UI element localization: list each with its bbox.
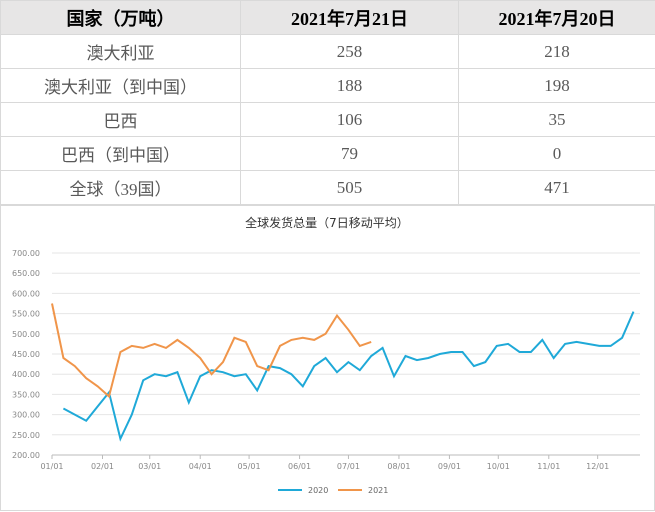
header-cell: 2021年7月21日 xyxy=(240,0,459,35)
x-tick-label: 05/01 xyxy=(238,462,261,471)
y-tick-label: 700.00 xyxy=(12,249,40,258)
y-tick-label: 400.00 xyxy=(12,370,40,379)
table-cell: 218 xyxy=(458,34,655,69)
table-row: 巴西 106 35 xyxy=(0,102,655,137)
table-cell: 全球（39国） xyxy=(0,170,241,205)
y-tick-label: 200.00 xyxy=(12,451,40,460)
x-tick-label: 09/01 xyxy=(438,462,461,471)
x-tick-label: 02/01 xyxy=(91,462,114,471)
table-row: 巴西（到中国） 79 0 xyxy=(0,136,655,171)
table-row: 全球（39国） 505 471 xyxy=(0,170,655,205)
table-cell: 巴西 xyxy=(0,102,241,137)
chart-frame xyxy=(0,205,655,511)
x-tick-label: 03/01 xyxy=(138,462,161,471)
table-cell: 198 xyxy=(458,68,655,103)
x-tick-label: 07/01 xyxy=(337,462,360,471)
y-tick-label: 600.00 xyxy=(12,289,40,298)
table-cell: 106 xyxy=(240,102,459,137)
line-series xyxy=(51,303,372,399)
table-row: 澳大利亚（到中国） 188 198 xyxy=(0,68,655,103)
x-tick-label: 11/01 xyxy=(537,462,560,471)
chart-title: 全球发货总量（7日移动平均） xyxy=(245,215,409,230)
x-tick-label: 10/01 xyxy=(487,462,510,471)
y-tick-label: 650.00 xyxy=(12,269,40,278)
x-tick-label: 08/01 xyxy=(387,462,410,471)
y-tick-label: 300.00 xyxy=(12,411,40,420)
y-tick-label: 500.00 xyxy=(12,330,40,339)
y-tick-label: 550.00 xyxy=(12,310,40,319)
table-cell: 澳大利亚（到中国） xyxy=(0,68,241,103)
table-cell: 0 xyxy=(458,136,655,171)
header-row: 国家（万吨） 2021年7月21日 2021年7月20日 xyxy=(0,0,655,35)
header-cell: 国家（万吨） xyxy=(0,0,241,35)
y-tick-label: 450.00 xyxy=(12,350,40,359)
table-cell: 505 xyxy=(240,170,459,205)
x-tick-label: 04/01 xyxy=(189,462,212,471)
table-cell: 188 xyxy=(240,68,459,103)
table-cell: 澳大利亚 xyxy=(0,34,241,69)
legend-label: 2021 xyxy=(368,486,388,495)
line-series xyxy=(62,311,635,442)
table-cell: 巴西（到中国） xyxy=(0,136,241,171)
x-tick-label: 06/01 xyxy=(288,462,311,471)
header-cell: 2021年7月20日 xyxy=(458,0,655,35)
table-cell: 258 xyxy=(240,34,459,69)
data-table: 国家（万吨） 2021年7月21日 2021年7月20日 澳大利亚 258 218 澳大利亚… xyxy=(0,0,655,205)
legend-label: 2020 xyxy=(308,486,328,495)
table-cell: 471 xyxy=(458,170,655,205)
table-row: 澳大利亚 258 218 xyxy=(0,34,655,69)
x-tick-label: 12/01 xyxy=(586,462,609,471)
y-tick-label: 250.00 xyxy=(12,431,40,440)
table-cell: 79 xyxy=(240,136,459,171)
y-tick-label: 350.00 xyxy=(12,390,40,399)
table-cell: 35 xyxy=(458,102,655,137)
chart: 全球发货总量（7日移动平均） 200.00 250.00 300.00 350.00 4… xyxy=(0,205,655,511)
x-tick-label: 01/01 xyxy=(40,462,63,471)
